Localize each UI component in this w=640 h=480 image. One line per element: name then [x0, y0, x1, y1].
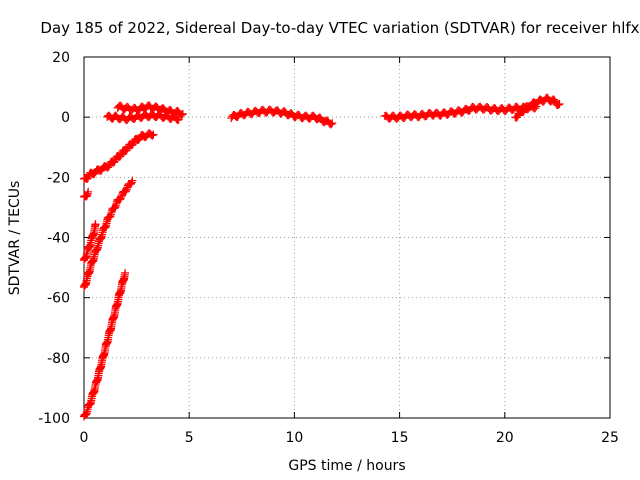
- data-point: [104, 163, 113, 172]
- series-arc-h: [227, 105, 337, 129]
- data-point: [550, 95, 559, 104]
- data-point: [519, 107, 528, 116]
- data-point: [520, 106, 529, 115]
- y-tick-label: -20: [47, 170, 70, 186]
- data-point: [91, 220, 100, 229]
- data-point: [526, 102, 535, 111]
- x-tick-label: 5: [185, 430, 194, 446]
- data-point: [122, 185, 131, 194]
- series-arc-c: [80, 220, 100, 265]
- y-tick-label: -80: [47, 351, 70, 367]
- y-tick-label: -100: [38, 411, 70, 427]
- series-arc-b: [80, 176, 137, 292]
- x-axis-label: GPS time / hours: [288, 458, 405, 474]
- data-point: [554, 100, 563, 109]
- data-point: [135, 135, 144, 144]
- axes-ticks: 0 5 10 15 20 25 -100 -80 -60 -40 -20 0 20: [38, 50, 619, 446]
- y-tick-label: -60: [47, 291, 70, 307]
- data-point: [110, 157, 119, 166]
- data-point: [555, 100, 564, 109]
- data-point: [84, 187, 93, 196]
- data-point: [83, 173, 92, 182]
- data-point: [327, 120, 336, 129]
- x-tick-label: 10: [285, 430, 303, 446]
- data-point: [149, 130, 158, 139]
- y-tick-label: 20: [52, 50, 70, 66]
- data-point: [328, 119, 337, 128]
- series-arc-d: [80, 187, 93, 201]
- series-arc-j: [511, 93, 564, 122]
- data-point: [177, 110, 186, 119]
- x-tick-label: 15: [391, 430, 409, 446]
- y-tick-label: -40: [47, 231, 70, 247]
- data-point: [122, 186, 131, 195]
- x-tick-label: 0: [80, 430, 89, 446]
- data-point: [128, 140, 137, 149]
- series-arc-g: [113, 101, 187, 119]
- data-point: [117, 150, 126, 159]
- data-point: [128, 176, 137, 185]
- data-point: [116, 152, 125, 161]
- x-tick-label: 20: [496, 430, 514, 446]
- data-point: [178, 109, 187, 118]
- chart-title: Day 185 of 2022, Sidereal Day-to-day VTE…: [40, 19, 639, 37]
- y-axis-label: SDTVAR / TECUs: [7, 181, 23, 296]
- series-arc-a: [80, 268, 130, 421]
- series-arc-e: [80, 129, 158, 183]
- data-point: [116, 194, 125, 203]
- series-arc-f: [103, 110, 183, 125]
- data-point: [127, 178, 136, 187]
- data-point: [174, 115, 183, 124]
- data-marks: [80, 93, 564, 421]
- data-point: [148, 131, 157, 140]
- data-point: [122, 146, 131, 155]
- y-tick-label: 0: [61, 110, 70, 126]
- data-point: [121, 268, 130, 277]
- x-tick-label: 25: [601, 430, 619, 446]
- data-point: [513, 113, 522, 122]
